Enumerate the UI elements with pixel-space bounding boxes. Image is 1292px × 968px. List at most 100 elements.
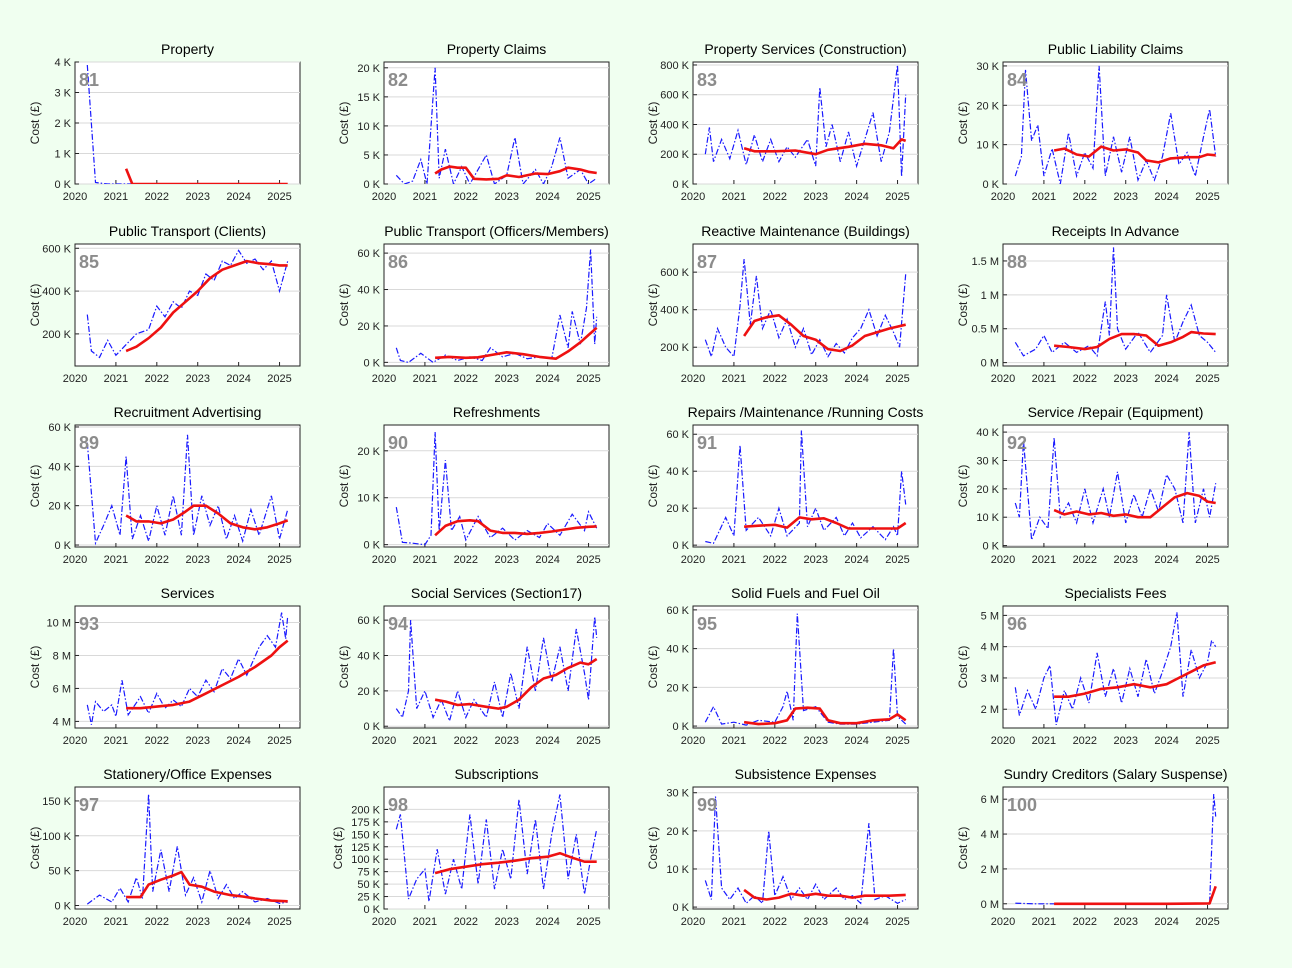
chart-title: Refreshments bbox=[453, 404, 540, 420]
x-tick-label: 2021 bbox=[722, 554, 746, 566]
x-tick-label: 2020 bbox=[681, 554, 705, 566]
x-tick-label: 2020 bbox=[372, 735, 396, 747]
y-tick-label: 50 K bbox=[357, 879, 380, 891]
chart-title: Repairs /Maintenance /Running Costs bbox=[688, 404, 924, 420]
x-tick-label: 2024 bbox=[535, 191, 559, 203]
panel-number: 91 bbox=[697, 433, 717, 453]
chart-title: Public Transport (Clients) bbox=[109, 223, 266, 239]
y-axis-label: Cost (£) bbox=[956, 284, 970, 327]
x-tick-label: 2020 bbox=[372, 916, 396, 928]
trend-series-line bbox=[743, 706, 907, 726]
y-tick-label: 4 M bbox=[53, 716, 71, 728]
x-tick-label: 2021 bbox=[722, 916, 746, 928]
x-tick-label: 2023 bbox=[185, 191, 209, 203]
trend-series-line bbox=[743, 138, 907, 156]
x-tick-label: 2023 bbox=[803, 554, 827, 566]
x-tick-label: 2024 bbox=[1154, 916, 1178, 928]
chart-panel-84: 0 K 10 K 20 K 30 K 2020 2021 2022 2023 2024 2025 P… bbox=[956, 41, 1229, 203]
y-tick-label: 6 M bbox=[981, 794, 999, 806]
trend-series-line bbox=[126, 639, 289, 710]
panel-number: 89 bbox=[79, 433, 99, 453]
trend-series-line bbox=[1054, 885, 1217, 906]
x-tick-label: 2024 bbox=[226, 373, 250, 385]
x-tick-label: 2024 bbox=[226, 554, 250, 566]
y-tick-label: 75 K bbox=[357, 867, 380, 879]
panel-number: 82 bbox=[388, 70, 408, 90]
y-tick-label: 200 K bbox=[351, 804, 380, 816]
x-tick-label: 2025 bbox=[267, 916, 291, 928]
y-tick-label: 200 K bbox=[42, 329, 71, 341]
raw-series-line bbox=[704, 258, 907, 359]
y-tick-label: 2 M bbox=[981, 704, 999, 716]
x-tick-label: 2020 bbox=[63, 191, 87, 203]
x-tick-label: 2021 bbox=[722, 191, 746, 203]
panel-number: 88 bbox=[1007, 252, 1027, 272]
y-tick-label: 800 K bbox=[660, 60, 689, 72]
x-tick-label: 2023 bbox=[494, 373, 518, 385]
panel-number: 94 bbox=[388, 614, 408, 634]
y-axis-label: Cost (£) bbox=[646, 646, 660, 689]
y-tick-label: 5 M bbox=[981, 610, 999, 622]
y-tick-label: 0 K bbox=[672, 179, 689, 191]
x-tick-label: 2020 bbox=[372, 373, 396, 385]
x-tick-label: 2023 bbox=[494, 554, 518, 566]
y-tick-label: 20 K bbox=[48, 501, 71, 513]
x-tick-label: 2023 bbox=[803, 916, 827, 928]
y-axis-label: Cost (£) bbox=[646, 102, 660, 145]
raw-series-line bbox=[395, 67, 598, 184]
x-tick-label: 2024 bbox=[844, 735, 868, 747]
panel-number: 93 bbox=[79, 614, 99, 634]
x-tick-label: 2023 bbox=[185, 916, 209, 928]
raw-series-line bbox=[704, 64, 907, 177]
y-axis-label: Cost (£) bbox=[646, 827, 660, 870]
y-tick-label: 60 K bbox=[357, 615, 380, 627]
x-tick-label: 2023 bbox=[185, 373, 209, 385]
x-tick-label: 2020 bbox=[63, 373, 87, 385]
panel-number: 90 bbox=[388, 433, 408, 453]
y-tick-label: 0 K bbox=[982, 179, 999, 191]
chart-panel-93: 4 M 6 M 8 M 10 M 2020 2021 2022 2023 2024 2025 Ser… bbox=[28, 585, 301, 747]
y-tick-label: 100 K bbox=[42, 831, 71, 843]
x-tick-label: 2024 bbox=[535, 916, 559, 928]
plot-area bbox=[74, 605, 301, 729]
y-tick-label: 40 K bbox=[666, 466, 689, 478]
x-tick-label: 2024 bbox=[535, 554, 559, 566]
y-axis-label: Cost (£) bbox=[646, 465, 660, 508]
y-tick-label: 175 K bbox=[351, 817, 380, 829]
trend-series-line bbox=[434, 657, 598, 710]
chart-title: Social Services (Section17) bbox=[411, 585, 582, 601]
x-tick-label: 2022 bbox=[145, 735, 169, 747]
chart-title: Property Services (Construction) bbox=[704, 41, 906, 57]
x-tick-label: 2025 bbox=[1195, 735, 1219, 747]
x-tick-label: 2020 bbox=[372, 554, 396, 566]
x-tick-label: 2021 bbox=[413, 916, 437, 928]
x-tick-label: 2025 bbox=[267, 373, 291, 385]
y-tick-label: 60 K bbox=[666, 429, 689, 441]
y-tick-label: 10 K bbox=[357, 121, 380, 133]
y-tick-label: 1.5 M bbox=[971, 256, 999, 268]
x-tick-label: 2025 bbox=[576, 916, 600, 928]
trend-series-line bbox=[126, 870, 288, 903]
x-tick-label: 2020 bbox=[991, 373, 1015, 385]
chart-title: Services bbox=[161, 585, 215, 601]
y-tick-label: 20 K bbox=[666, 826, 689, 838]
chart-panel-86: 0 K 20 K 40 K 60 K 2020 2021 2022 2023 2024 2025 P… bbox=[337, 223, 610, 385]
x-tick-label: 2025 bbox=[885, 735, 909, 747]
x-tick-label: 2024 bbox=[535, 735, 559, 747]
chart-panel-82: 0 K 5 K 10 K 15 K 20 K 2020 2021 2022 2023 2024 20… bbox=[337, 41, 610, 203]
raw-series-line bbox=[86, 793, 288, 905]
trend-series-line bbox=[1053, 491, 1216, 519]
y-tick-label: 0 K bbox=[363, 179, 380, 191]
y-tick-label: 10 K bbox=[666, 864, 689, 876]
x-tick-label: 2025 bbox=[1195, 373, 1219, 385]
x-tick-label: 2021 bbox=[104, 554, 128, 566]
y-tick-label: 0 K bbox=[363, 721, 380, 733]
y-tick-label: 40 K bbox=[48, 461, 71, 473]
x-tick-label: 2025 bbox=[885, 554, 909, 566]
plot-area bbox=[692, 243, 919, 367]
x-tick-label: 2021 bbox=[104, 735, 128, 747]
y-axis-label: Cost (£) bbox=[28, 827, 42, 870]
x-tick-label: 2020 bbox=[372, 191, 396, 203]
plot-area bbox=[1002, 61, 1229, 185]
trend-series-line bbox=[434, 851, 597, 875]
